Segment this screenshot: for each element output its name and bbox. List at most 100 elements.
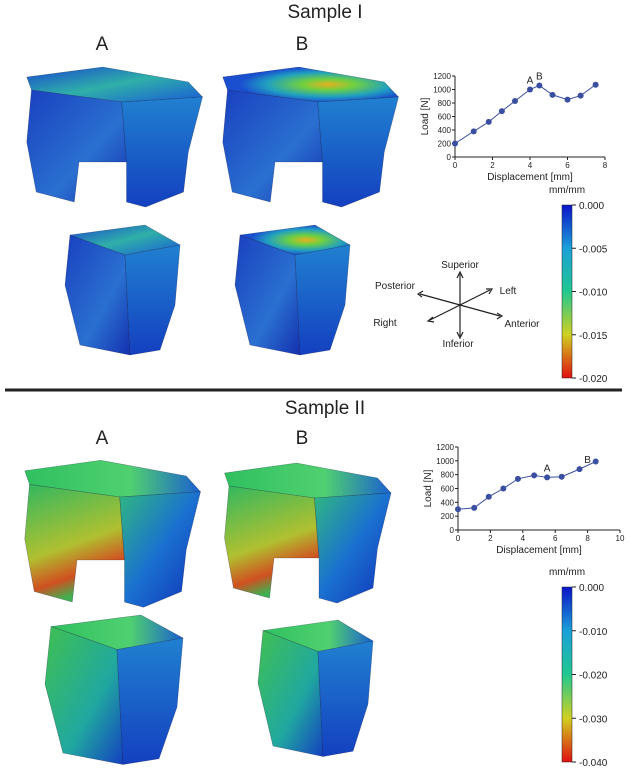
rendering-face — [257, 630, 324, 757]
x-tick-label: 2 — [488, 534, 493, 543]
panel-label: B — [296, 34, 309, 55]
colorbar-tick-label: -0.005 — [579, 244, 608, 255]
y-tick-label: 1200 — [436, 443, 454, 452]
y-axis-label: Load [N] — [420, 97, 431, 135]
annotation: A — [544, 463, 551, 474]
colorbar-tick-label: -0.010 — [579, 288, 608, 299]
x-tick-label: 4 — [528, 161, 533, 170]
data-point — [485, 493, 492, 500]
annotation: A — [527, 76, 534, 87]
y-tick-label: 800 — [441, 471, 455, 480]
panel-label: A — [96, 428, 109, 449]
data-point — [592, 81, 599, 88]
rendering-face — [234, 234, 301, 356]
orientation-label: Inferior — [442, 339, 474, 350]
orientation-label: Anterior — [504, 319, 540, 330]
rendering-face — [224, 485, 320, 599]
x-tick-label: 8 — [585, 534, 590, 543]
rendering-face — [116, 637, 184, 765]
data-point — [576, 466, 583, 473]
annotation: B — [584, 455, 591, 466]
y-tick-label: 200 — [438, 140, 452, 149]
y-tick-label: 400 — [438, 126, 452, 135]
x-tick-label: 0 — [456, 534, 461, 543]
sample-title: Sample I — [288, 2, 363, 23]
renderings — [24, 66, 400, 765]
y-axis-label: Load [N] — [423, 469, 434, 507]
data-point — [544, 474, 551, 481]
data-point — [498, 108, 505, 115]
x-tick-label: 6 — [553, 534, 558, 543]
data-point — [592, 458, 599, 465]
y-tick-label: 1000 — [436, 457, 454, 466]
rendering-face — [317, 96, 399, 208]
x-tick-label: 8 — [603, 161, 608, 170]
sample-title: Sample II — [285, 398, 365, 419]
x-tick-label: 6 — [565, 161, 570, 170]
data-point — [527, 86, 533, 93]
x-tick-label: 2 — [490, 161, 495, 170]
data-point — [500, 485, 507, 492]
orientation-label: Superior — [441, 260, 479, 271]
y-tick-label: 1000 — [433, 86, 451, 95]
line — [454, 84, 596, 144]
rendering-face — [124, 244, 181, 356]
rendering-face — [317, 640, 374, 757]
data-point — [577, 92, 584, 99]
data-point — [549, 91, 556, 98]
data-point — [512, 97, 518, 104]
data-point — [470, 128, 477, 135]
y-tick-label: 400 — [441, 498, 455, 507]
rendering-face — [314, 492, 392, 604]
data-point — [455, 506, 461, 513]
rendering-face — [64, 234, 131, 356]
orientation-label: Posterior — [375, 281, 416, 292]
colorbar — [561, 586, 573, 763]
y-tick-label: 0 — [447, 153, 452, 162]
data-point — [531, 472, 538, 479]
rendering-face — [294, 244, 351, 356]
x-axis-label: Displacement [mm] — [496, 545, 582, 556]
data-point — [564, 96, 571, 103]
annotation: B — [536, 71, 543, 82]
colorbar-tick-label: 0.000 — [579, 201, 604, 212]
data-point — [558, 473, 565, 480]
y-tick-label: 800 — [438, 99, 452, 108]
rendering-face — [121, 96, 203, 208]
rendering-face — [24, 484, 125, 603]
x-tick-label: 4 — [521, 534, 526, 543]
colorbar-tick-label: -0.040 — [579, 758, 608, 769]
x-tick-label: 0 — [453, 161, 458, 170]
colorbar-unit: mm/mm — [549, 185, 585, 196]
colorbar-tick-label: -0.030 — [579, 714, 608, 725]
data-point — [536, 82, 543, 89]
data-point — [485, 118, 492, 125]
rendering-face — [26, 89, 127, 203]
colorbar-tick-label: -0.010 — [579, 627, 608, 638]
rendering-face — [119, 491, 201, 608]
y-tick-label: 200 — [441, 512, 455, 521]
colorbar-tick-label: -0.020 — [579, 671, 608, 682]
x-axis-label: Displacement [mm] — [487, 172, 573, 183]
orientation-label: Left — [500, 286, 517, 297]
rendering-face — [44, 626, 124, 765]
orientation-axes — [416, 270, 504, 340]
orientation-label: Right — [373, 318, 397, 329]
y-tick-label: 600 — [438, 113, 452, 122]
rendering-face — [222, 89, 323, 203]
panel-label: A — [96, 34, 109, 55]
y-tick-label: 0 — [450, 526, 455, 535]
colorbar-tick-label: -0.015 — [579, 331, 608, 342]
y-tick-label: 1200 — [433, 72, 451, 81]
data-point — [514, 475, 521, 482]
data-point — [452, 140, 458, 147]
colorbar-tick-label: 0.000 — [579, 583, 604, 594]
x-tick-label: 10 — [616, 534, 625, 543]
colorbar — [561, 204, 573, 379]
data-point — [471, 504, 478, 511]
y-tick-label: 600 — [441, 485, 455, 494]
line — [457, 461, 596, 510]
colorbar-tick-label: -0.020 — [579, 374, 608, 385]
